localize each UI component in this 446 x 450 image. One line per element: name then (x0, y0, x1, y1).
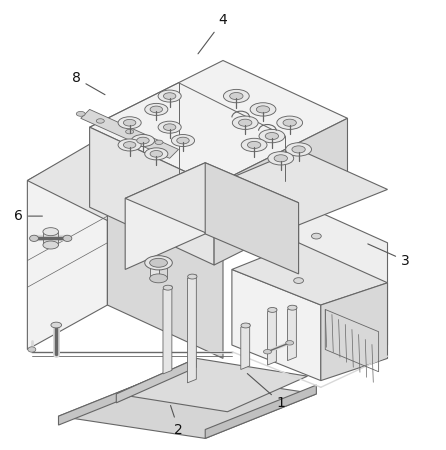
Text: 4: 4 (198, 14, 227, 54)
Polygon shape (187, 275, 196, 383)
Polygon shape (81, 109, 178, 158)
Ellipse shape (76, 112, 85, 116)
Polygon shape (58, 372, 316, 438)
Ellipse shape (248, 141, 261, 149)
Ellipse shape (63, 235, 72, 242)
Ellipse shape (132, 135, 154, 147)
Ellipse shape (145, 256, 172, 270)
Ellipse shape (137, 137, 149, 144)
Ellipse shape (150, 106, 162, 113)
Polygon shape (232, 243, 388, 305)
Polygon shape (163, 286, 172, 374)
Ellipse shape (277, 116, 302, 130)
Ellipse shape (118, 117, 141, 129)
Polygon shape (298, 203, 388, 345)
Ellipse shape (294, 278, 303, 284)
Polygon shape (241, 324, 250, 369)
Ellipse shape (145, 148, 168, 160)
Ellipse shape (28, 347, 36, 352)
Ellipse shape (188, 274, 197, 279)
Polygon shape (90, 127, 214, 265)
Polygon shape (214, 118, 347, 265)
Polygon shape (90, 60, 347, 185)
Polygon shape (232, 270, 321, 381)
Polygon shape (150, 263, 158, 279)
Ellipse shape (268, 152, 294, 165)
Ellipse shape (223, 90, 249, 103)
Ellipse shape (268, 307, 277, 312)
Polygon shape (205, 163, 298, 274)
Ellipse shape (118, 139, 141, 151)
Ellipse shape (158, 90, 181, 102)
Text: 8: 8 (72, 71, 105, 94)
Ellipse shape (124, 142, 136, 148)
Polygon shape (43, 232, 58, 245)
Ellipse shape (163, 124, 176, 130)
Text: 3: 3 (368, 244, 410, 268)
Ellipse shape (232, 116, 258, 130)
Polygon shape (125, 163, 298, 239)
Polygon shape (107, 136, 223, 358)
Ellipse shape (150, 151, 162, 157)
Polygon shape (116, 358, 307, 412)
Ellipse shape (288, 305, 297, 310)
Ellipse shape (283, 119, 296, 126)
Ellipse shape (145, 104, 168, 115)
Ellipse shape (163, 285, 173, 290)
Ellipse shape (265, 132, 279, 140)
Polygon shape (205, 385, 316, 438)
Ellipse shape (250, 103, 276, 116)
Ellipse shape (124, 119, 136, 126)
Ellipse shape (256, 106, 270, 113)
Ellipse shape (51, 322, 62, 328)
Ellipse shape (126, 130, 134, 134)
Text: 6: 6 (14, 209, 42, 223)
Ellipse shape (150, 258, 167, 267)
Ellipse shape (177, 137, 189, 144)
Ellipse shape (286, 143, 311, 156)
Ellipse shape (43, 241, 58, 249)
Polygon shape (125, 163, 205, 270)
Ellipse shape (163, 93, 176, 99)
Ellipse shape (241, 323, 250, 328)
Ellipse shape (158, 121, 181, 133)
Ellipse shape (311, 233, 321, 239)
Polygon shape (27, 118, 223, 220)
Ellipse shape (292, 146, 305, 153)
Polygon shape (116, 358, 196, 403)
Ellipse shape (274, 155, 288, 162)
Polygon shape (268, 308, 277, 365)
Text: 7: 7 (346, 280, 379, 303)
Ellipse shape (230, 93, 243, 99)
Polygon shape (321, 283, 388, 381)
Ellipse shape (259, 130, 285, 143)
Ellipse shape (264, 350, 272, 354)
Ellipse shape (171, 135, 194, 147)
Polygon shape (58, 372, 169, 425)
Ellipse shape (286, 341, 294, 345)
Polygon shape (27, 136, 107, 350)
Ellipse shape (150, 274, 167, 283)
Polygon shape (158, 263, 167, 279)
Polygon shape (214, 149, 388, 225)
Ellipse shape (239, 119, 252, 126)
Ellipse shape (155, 140, 163, 144)
Text: 2: 2 (170, 405, 183, 436)
Polygon shape (288, 306, 296, 360)
Ellipse shape (29, 235, 38, 242)
Ellipse shape (96, 119, 104, 123)
Ellipse shape (43, 228, 58, 236)
Text: 1: 1 (248, 374, 285, 410)
Ellipse shape (241, 138, 267, 152)
